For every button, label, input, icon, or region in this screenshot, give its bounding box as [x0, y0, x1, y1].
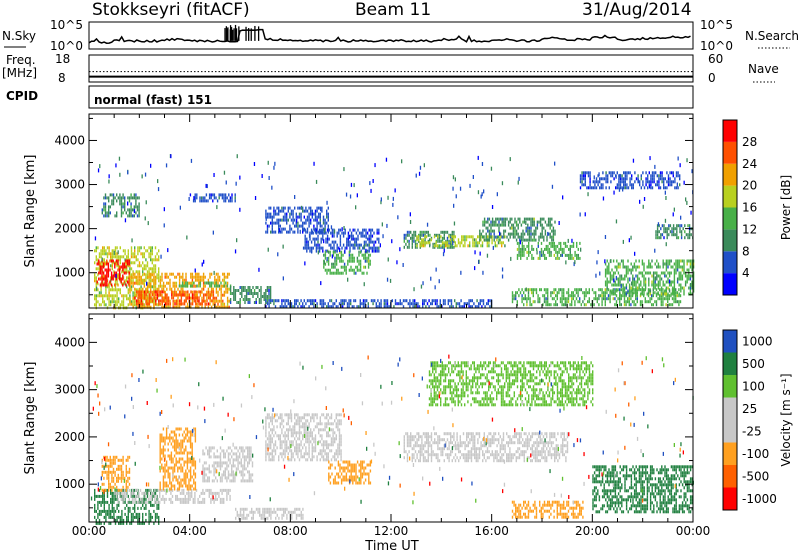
- cpid-label: CPID: [6, 89, 38, 103]
- scatter-noise: [95, 154, 694, 292]
- y-tick-label: 4000: [54, 133, 85, 147]
- colorbar-segment: [723, 164, 737, 186]
- data-region: [416, 235, 505, 247]
- nave-tick-top: 60: [708, 52, 723, 66]
- colorbar-segment: [723, 251, 737, 273]
- colorbar-segment: [723, 120, 737, 142]
- y-tick-label: 3000: [54, 178, 85, 192]
- colorbar-segment: [723, 229, 737, 251]
- freq-tick-bottom: 8: [58, 71, 66, 85]
- power-panel: 1000 2000 3000 4000 Slant Range [km]: [23, 114, 694, 309]
- colorbar-label: Power [dB]: [779, 175, 793, 240]
- data-region: [303, 229, 380, 253]
- colorbar-segment: [723, 420, 737, 443]
- data-region: [190, 193, 236, 202]
- data-region: [265, 299, 492, 308]
- data-region: [479, 218, 556, 242]
- colorbar-tick-label: 12: [742, 222, 757, 236]
- nsky-trace: [89, 25, 691, 43]
- x-tick-label: 12:00: [374, 524, 409, 538]
- freq-label: Freq.: [6, 53, 36, 67]
- y-axis-label: Slant Range [km]: [23, 155, 38, 268]
- colorbar-segment: [723, 330, 737, 353]
- x-tick-label: 00:00: [72, 524, 107, 538]
- x-axis-label: Time UT: [364, 539, 418, 554]
- freq-unit: [MHz]: [2, 66, 37, 80]
- nsearch-label: N.Search: [745, 29, 799, 43]
- y-tick-label: 1000: [54, 477, 85, 491]
- colorbar-segment: [723, 398, 737, 421]
- data-region: [102, 456, 131, 492]
- cpid-value: normal (fast) 151: [94, 93, 212, 107]
- data-region: [230, 286, 271, 304]
- data-region: [580, 171, 681, 189]
- freq-strip-frame: [89, 55, 693, 82]
- velocity-panel: 1000 2000 3000 4000 Slant Range [km]: [23, 314, 694, 525]
- y-tick-label: 4000: [54, 335, 85, 349]
- colorbar-segment: [723, 142, 737, 164]
- colorbar-tick-label: 1000: [742, 334, 773, 348]
- y-axis-label: Slant Range [km]: [23, 362, 38, 475]
- x-tick-label: 04:00: [172, 524, 207, 538]
- data-region: [512, 288, 681, 306]
- colorbar-tick-label: -500: [742, 469, 769, 483]
- colorbar-tick-label: 25: [742, 402, 757, 416]
- y-tick-label: 3000: [54, 383, 85, 397]
- x-tick-label: 20:00: [575, 524, 610, 538]
- nsky-tick-top: 10^5: [50, 18, 83, 32]
- power-colorbar: 4 8 12 16 20 24 28 Power [dB]: [723, 120, 793, 295]
- y-tick-label: 2000: [54, 222, 85, 236]
- colorbar-tick-label: -100: [742, 447, 769, 461]
- colorbar-segment: [723, 353, 737, 376]
- colorbar-label: Velocity [m s⁻¹]: [779, 373, 793, 466]
- nave-label: Nave: [748, 62, 779, 76]
- colorbar-segment: [723, 186, 737, 208]
- nsearch-tick-bottom: 10^0: [700, 39, 733, 53]
- nave-tick-bottom: 0: [708, 71, 716, 85]
- colorbar-segment: [723, 208, 737, 230]
- colorbar-tick-label: 8: [742, 244, 750, 258]
- data-region: [517, 242, 581, 260]
- colorbar-segment: [723, 375, 737, 398]
- colorbar-tick-label: 28: [742, 135, 757, 149]
- data-region: [404, 432, 569, 462]
- colorbar-tick-label: 16: [742, 201, 757, 215]
- data-region: [265, 413, 342, 461]
- velocity-colorbar: -1000 -500 -100 -25 25 100 500 1000 Velocity [m …: [723, 330, 793, 510]
- colorbar-tick-label: 24: [742, 157, 757, 171]
- colorbar-tick-label: 4: [742, 266, 750, 280]
- x-tick-label: 00:00: [676, 524, 711, 538]
- colorbar-segment: [723, 443, 737, 466]
- data-region: [102, 193, 140, 217]
- data-region: [323, 251, 371, 275]
- nsky-tick-bottom: 10^0: [50, 39, 83, 53]
- beam-title: Beam 11: [355, 0, 431, 20]
- nsky-strip-frame: [89, 22, 693, 49]
- y-tick-label: 2000: [54, 430, 85, 444]
- colorbar-tick-label: -1000: [742, 492, 777, 506]
- data-region: [235, 508, 304, 520]
- data-region: [655, 224, 693, 239]
- nsky-line: [89, 30, 691, 44]
- colorbar-segment: [723, 465, 737, 488]
- freq-tick-top: 18: [55, 52, 70, 66]
- colorbar-tick-label: 100: [742, 379, 765, 393]
- date-title: 31/Aug/2014: [582, 0, 692, 20]
- colorbar-tick-label: 500: [742, 357, 765, 371]
- colorbar-segment: [723, 273, 737, 295]
- data-region: [202, 446, 253, 482]
- x-tick-label: 08:00: [273, 524, 308, 538]
- station-title: Stokkseyri (fitACF): [92, 0, 250, 20]
- nsearch-tick-top: 10^5: [700, 18, 733, 32]
- colorbar-tick-label: -25: [742, 424, 762, 438]
- x-tick-label: 16:00: [474, 524, 509, 538]
- data-region: [429, 361, 594, 406]
- colorbar-segment: [723, 488, 737, 511]
- nsky-label: N.Sky: [2, 29, 36, 43]
- y-tick-label: 1000: [54, 266, 85, 280]
- colorbar-tick-label: 20: [742, 179, 757, 193]
